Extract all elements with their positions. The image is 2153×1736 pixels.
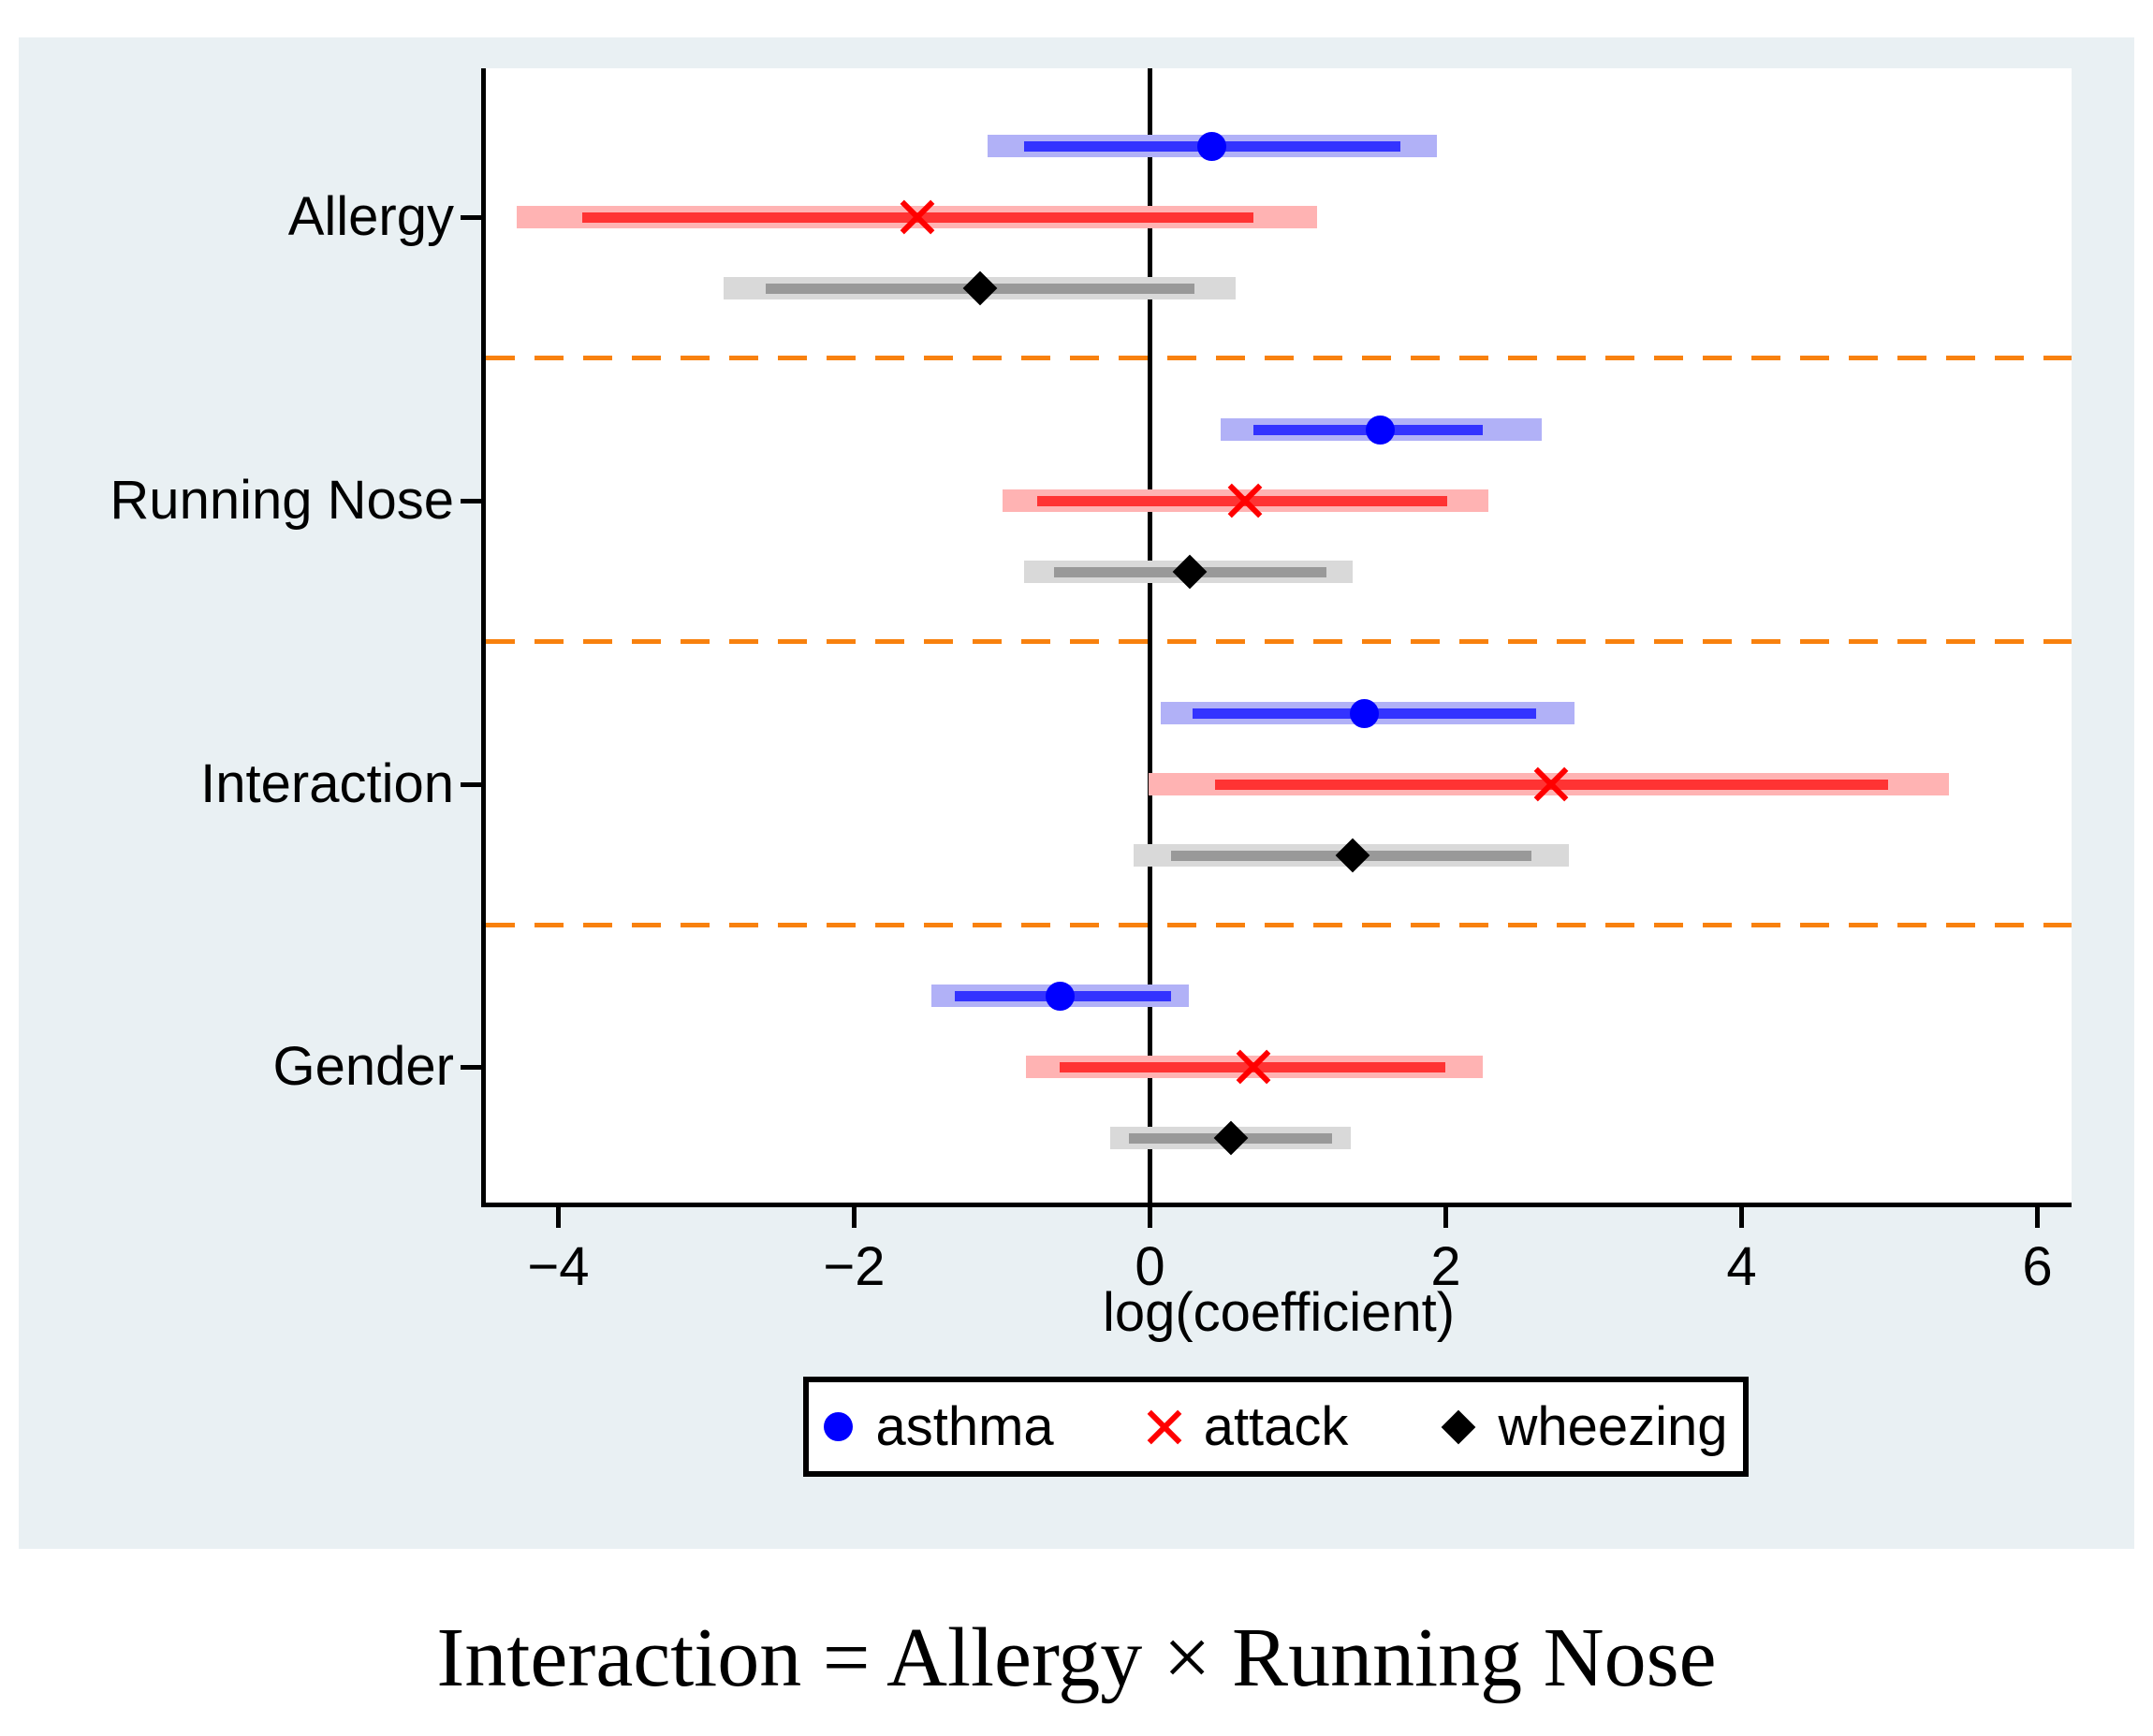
point-marker-asthma-gender (1045, 981, 1075, 1011)
point-marker-asthma-running-nose (1366, 415, 1396, 445)
y-category-label-running-nose: Running Nose (110, 470, 454, 531)
category-separator-line (486, 355, 2072, 360)
y-category-label-interaction: Interaction (200, 753, 454, 814)
legend-item-label: wheezing (1498, 1395, 1728, 1457)
caption: Interaction = Allergy × Running Nose (436, 1612, 1717, 1704)
wheezing-marker-icon (1442, 1409, 1476, 1444)
x-tick-label: 2 (1430, 1236, 1461, 1297)
x-tick-label: 4 (1726, 1236, 1757, 1297)
point-marker-asthma-allergy (1197, 131, 1227, 161)
asthma-marker-icon (824, 1412, 854, 1441)
legend-item-asthma: asthma (824, 1395, 1054, 1457)
plot-area (486, 68, 2072, 1203)
point-marker-attack-interaction (1533, 766, 1569, 802)
y-tick-mark (461, 1064, 486, 1070)
point-marker-asthma-interaction (1350, 698, 1380, 728)
x-tick-label: 6 (2022, 1236, 2053, 1297)
y-category-label-gender: Gender (272, 1036, 454, 1097)
x-tick-mark (1443, 1207, 1448, 1228)
x-tick-mark (2035, 1207, 2040, 1228)
x-tick-label: −2 (823, 1236, 886, 1297)
x-axis-title: log(coefficient) (1102, 1282, 1456, 1343)
y-tick-mark (461, 214, 486, 220)
category-separator-line (486, 638, 2072, 644)
legend-item-label: asthma (875, 1395, 1054, 1457)
point-marker-attack-gender (1236, 1049, 1271, 1085)
y-tick-mark (461, 781, 486, 787)
attack-marker-icon (1147, 1409, 1182, 1444)
legend-item-attack: attack (1147, 1395, 1349, 1457)
category-separator-line (486, 922, 2072, 927)
legend-item-label: attack (1203, 1395, 1349, 1457)
legend: asthma attack wheezing (803, 1377, 1749, 1477)
y-category-label-allergy: Allergy (287, 186, 454, 247)
point-marker-attack-running-nose (1227, 483, 1262, 518)
x-tick-label: 0 (1135, 1236, 1165, 1297)
x-tick-mark (556, 1207, 561, 1228)
zero-reference-line (1148, 68, 1152, 1203)
x-tick-label: −4 (527, 1236, 590, 1297)
x-axis-line (481, 1203, 2072, 1207)
y-axis-line (481, 68, 486, 1207)
x-tick-mark (1148, 1207, 1152, 1228)
x-tick-mark (852, 1207, 857, 1228)
x-tick-mark (1739, 1207, 1744, 1228)
legend-item-wheezing: wheezing (1442, 1395, 1728, 1457)
point-marker-attack-allergy (901, 199, 935, 235)
y-tick-mark (461, 498, 486, 503)
